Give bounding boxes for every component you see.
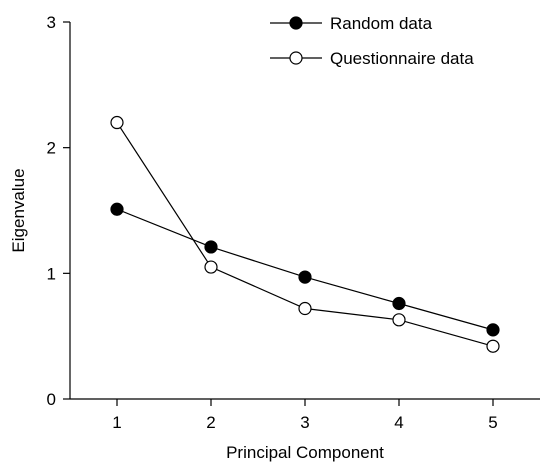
y-tick-label-3: 3	[47, 13, 56, 32]
point-questionnaire-data-4	[392, 313, 406, 327]
y-tick-label-0: 0	[47, 390, 56, 409]
legend-label-questionnaire-data: Questionnaire data	[330, 49, 474, 68]
legend: Random data Questionnaire data	[270, 14, 474, 68]
point-random-data-1	[110, 202, 124, 216]
x-tick-label-3: 3	[300, 413, 309, 432]
x-tick-label-1: 1	[112, 413, 121, 432]
x-tick-label-2: 2	[206, 413, 215, 432]
point-questionnaire-data-5	[486, 339, 500, 353]
legend-label-random-data: Random data	[330, 14, 433, 33]
point-random-data-3	[298, 270, 312, 284]
series-layer	[110, 115, 500, 353]
legend-marker-questionnaire-data	[289, 51, 303, 65]
x-tick-label-5: 5	[488, 413, 497, 432]
legend-marker-random-data	[289, 16, 303, 30]
x-tick-label-4: 4	[394, 413, 403, 432]
y-tick-label-2: 2	[47, 139, 56, 158]
y-tick-label-1: 1	[47, 264, 56, 283]
point-questionnaire-data-2	[204, 260, 218, 274]
y-axis-title: Eigenvalue	[9, 168, 28, 252]
point-random-data-4	[392, 296, 406, 311]
point-random-data-5	[486, 323, 500, 337]
point-questionnaire-data-3	[298, 301, 312, 316]
x-axis-title: Principal Component	[226, 443, 384, 462]
point-random-data-2	[204, 240, 218, 254]
axes: 0 1 2 3 1 2 3 4 5	[47, 13, 540, 432]
point-questionnaire-data-1	[110, 115, 124, 130]
